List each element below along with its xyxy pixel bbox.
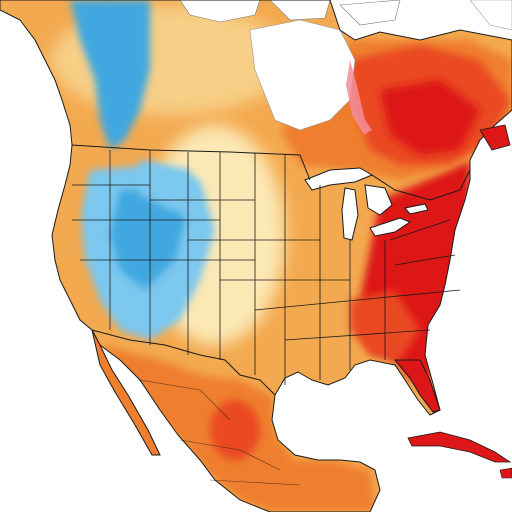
state-lines — [72, 150, 461, 385]
lake-huron — [364, 184, 393, 216]
greenland-edge — [469, 0, 512, 31]
field-rockies-cold — [70, 0, 150, 150]
us-canada-border — [71, 144, 471, 201]
cuba — [407, 431, 512, 463]
newfoundland — [479, 124, 511, 151]
borders — [71, 144, 471, 486]
lake-erie — [369, 217, 412, 237]
baja-california — [91, 329, 161, 456]
field-wyoming-cold — [140, 160, 200, 210]
arctic-islands — [179, 0, 401, 26]
field-great-basin-core — [110, 190, 185, 290]
hudson-bay — [249, 19, 356, 131]
mexico-state-lines — [139, 379, 301, 486]
lake-michigan — [341, 187, 359, 241]
hispaniola — [499, 467, 512, 479]
lake-ontario — [404, 203, 429, 215]
field-quebec-core — [380, 80, 480, 155]
lake-superior — [304, 167, 374, 191]
great-lakes — [304, 167, 429, 241]
us-mexico-border — [91, 329, 276, 396]
pink-fringe — [346, 60, 372, 135]
florida — [393, 359, 441, 413]
field-mexico-highlands — [210, 400, 260, 460]
